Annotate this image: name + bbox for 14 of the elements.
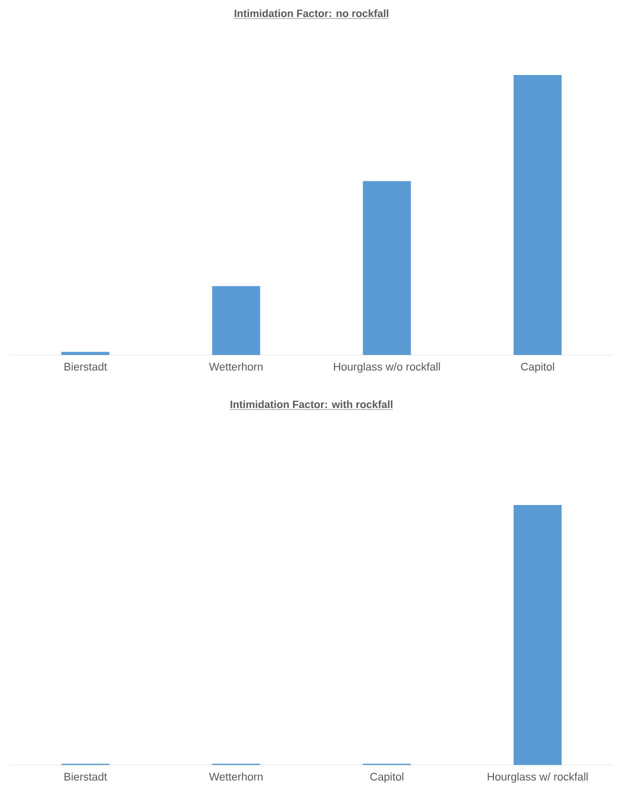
x-tick-label: Wetterhorn — [209, 772, 263, 781]
bar — [514, 74, 562, 355]
x-tick-label: Hourglass w/ rockfall — [488, 772, 588, 783]
x-tick-label: Wetterhorn — [209, 362, 263, 371]
x-tick-label: Capitol — [370, 772, 404, 783]
chart-title: Intimidation Factor: no rockfall — [234, 9, 388, 18]
x-tick-label: Bierstadt — [64, 362, 107, 371]
bar — [362, 181, 411, 355]
x-tick-label: Bierstadt — [64, 772, 107, 781]
x-tick-label: Hourglass w/o rockfall — [334, 362, 440, 373]
bar — [212, 286, 260, 355]
chart-title: Intimidation Factor: with rockfall — [230, 400, 392, 408]
bar — [61, 352, 110, 355]
x-tick-label: Capitol — [521, 362, 554, 373]
